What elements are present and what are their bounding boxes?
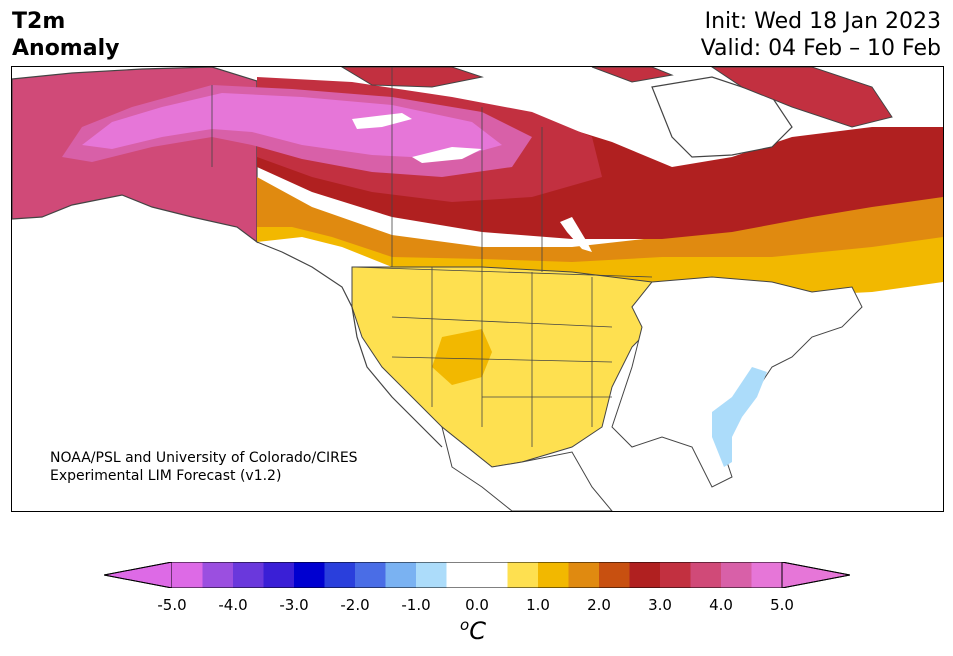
colorbar-segment (629, 562, 661, 588)
usa-region (351, 266, 653, 468)
political-boundaries (211, 67, 653, 447)
colorbar-segment (721, 562, 752, 588)
colorbar-extend-low (104, 562, 173, 588)
colorbar-segment (172, 562, 203, 588)
colorbar-segment (751, 562, 783, 588)
colorbar-segment (355, 562, 386, 588)
colorbar-tick-label: -1.0 (401, 596, 431, 614)
anomaly-band-darkorange (257, 177, 943, 262)
eastern-usa (611, 276, 863, 488)
colorbar-extend-high (781, 562, 850, 588)
colorbar-segment (416, 562, 447, 588)
colorbar-segment (233, 562, 264, 588)
colorbar-segment (568, 562, 600, 588)
title-line-1: T2m (12, 9, 66, 34)
colorbar-tick-label: 4.0 (709, 596, 733, 614)
colorbar-tick-label: -2.0 (340, 596, 370, 614)
colorbar-segment (385, 562, 417, 588)
unit-text: C (469, 617, 486, 645)
colorbar-tick-label: 5.0 (770, 596, 794, 614)
map-graphic (12, 67, 943, 511)
colorbar-tick-label: -3.0 (279, 596, 309, 614)
colorbar (104, 562, 850, 588)
colorbar-ticks: -5.0 -4.0 -3.0 -2.0 -1.0 0.0 1.0 2.0 3.0 4.0 5.0 (0, 596, 953, 616)
colorbar-segment (446, 562, 478, 588)
colorbar-segment (477, 562, 508, 588)
valid-range: Valid: 04 Feb – 10 Feb (700, 36, 941, 61)
colorbar-tick-label: -4.0 (218, 596, 248, 614)
colorbar-segment (294, 562, 325, 588)
great-bear-lake (352, 113, 412, 129)
pacific-coastline (256, 241, 443, 448)
colorbar-segment (660, 562, 691, 588)
southeast-cool-anomaly (712, 367, 767, 467)
colorbar-tick-label: 2.0 (587, 596, 611, 614)
colorbar-segment (202, 562, 234, 588)
colorbar-tick-label: 0.0 (465, 596, 489, 614)
credit-line-2: Experimental LIM Forecast (v1.2) (50, 468, 282, 484)
credit-line-1: NOAA/PSL and University of Colorado/CIRE… (50, 450, 358, 466)
colorbar-tick-label: 3.0 (648, 596, 672, 614)
map-credit: NOAA/PSL and University of Colorado/CIRE… (50, 449, 358, 485)
plot-title: T2m Anomaly (12, 8, 119, 62)
colorbar-segment (690, 562, 722, 588)
forecast-dates: Init: Wed 18 Jan 2023 Valid: 04 Feb – 10… (701, 8, 941, 62)
colorbar-segment (263, 562, 295, 588)
colorbar-unit-label: oC (460, 616, 486, 645)
colorbar-segment (324, 562, 356, 588)
unit-superscript: o (460, 616, 470, 634)
southwest-warm-core (432, 329, 492, 385)
arctic-islands (341, 67, 893, 128)
colorbar-segments (104, 562, 850, 588)
title-line-2: Anomaly (12, 36, 120, 61)
mexico-region (441, 425, 613, 511)
anomaly-core-magenta (82, 93, 502, 159)
colorbar-segment (599, 562, 630, 588)
colorbar-tick-label: -5.0 (157, 596, 187, 614)
colorbar-tick-label: 1.0 (526, 596, 550, 614)
colorbar-segment (507, 562, 539, 588)
anomaly-map: NOAA/PSL and University of Colorado/CIRE… (11, 66, 944, 512)
init-date: Init: Wed 18 Jan 2023 (704, 9, 941, 34)
colorbar-segment (538, 562, 569, 588)
great-slave-lake (412, 147, 482, 163)
lake-winnipeg (560, 217, 592, 252)
